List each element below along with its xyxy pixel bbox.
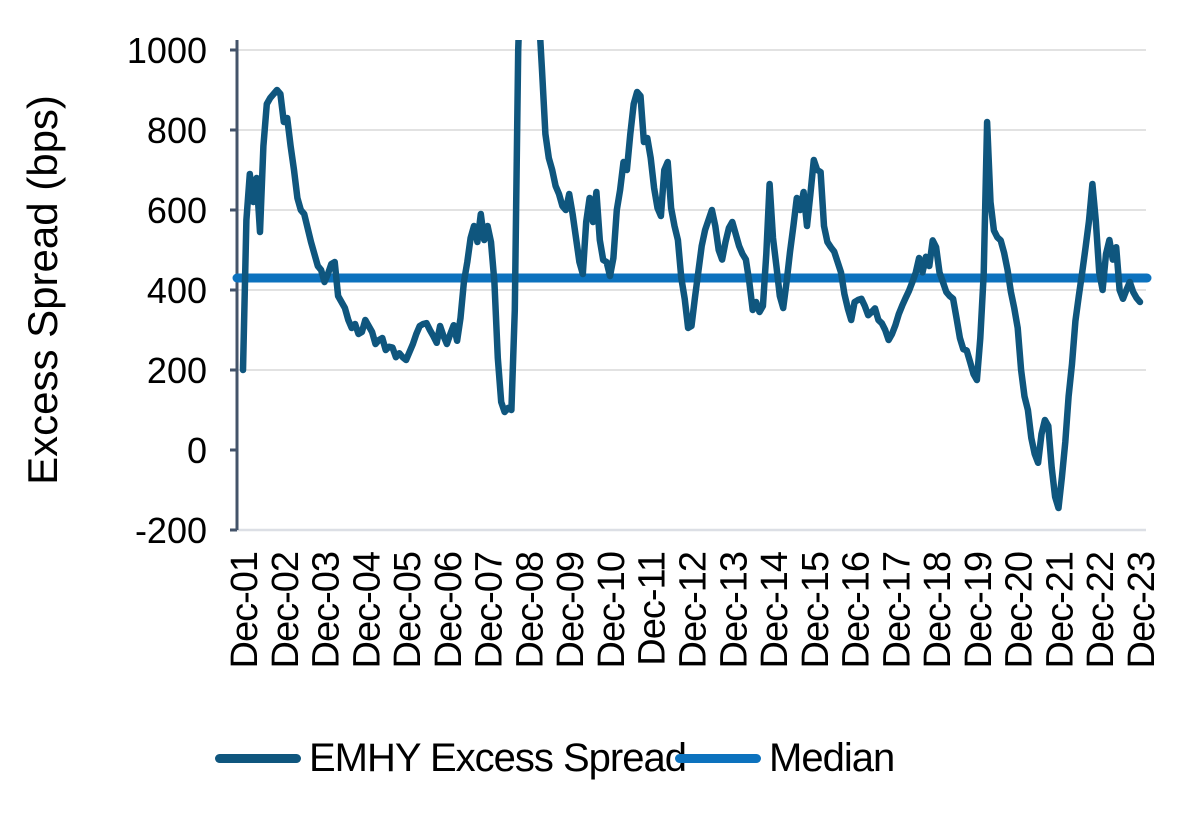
- x-tick-label: Dec-04: [346, 551, 388, 668]
- y-tick-label: 200: [147, 350, 207, 391]
- emhy-line-swatch: [215, 754, 301, 763]
- y-axis-title: Excess Spread (bps): [19, 95, 66, 485]
- x-tick-label: Dec-06: [428, 552, 470, 669]
- x-tick-label: Dec-03: [306, 552, 348, 669]
- legend-item-emhy: EMHY Excess Spread: [215, 736, 687, 781]
- y-tick-label: -200: [135, 510, 207, 551]
- x-tick-label: Dec-01: [224, 552, 266, 669]
- emhy-series-line: [239, 40, 1144, 512]
- y-tick-label: 0: [187, 430, 207, 471]
- legend-label-emhy: EMHY Excess Spread: [309, 736, 687, 780]
- x-tick-label: Dec-12: [673, 552, 715, 669]
- x-tick-label: Dec-14: [754, 551, 796, 668]
- x-tick-label: Dec-11: [632, 552, 674, 666]
- y-tick-label: 1000: [127, 30, 207, 71]
- x-tick-label: Dec-08: [509, 552, 551, 669]
- x-tick-label: Dec-16: [836, 552, 878, 669]
- x-tick-label: Dec-22: [1080, 552, 1122, 669]
- y-tick-label: 600: [147, 190, 207, 231]
- x-tick-label: Dec-13: [713, 552, 755, 669]
- x-tick-label: Dec-19: [958, 552, 1000, 669]
- x-tick-label: Dec-05: [387, 552, 429, 669]
- x-tick-label: Dec-10: [591, 552, 633, 669]
- x-tick-label: Dec-18: [917, 552, 959, 669]
- x-tick-label: Dec-17: [876, 552, 918, 669]
- x-tick-label: Dec-02: [265, 552, 307, 669]
- legend-label-median: Median: [769, 736, 895, 780]
- chart-legend: EMHY Excess Spread Median: [0, 736, 1186, 786]
- legend-item-median: Median: [675, 736, 895, 781]
- x-tick-label: Dec-20: [999, 552, 1041, 669]
- x-tick-label: Dec-21: [1040, 552, 1082, 669]
- x-tick-label: Dec-07: [469, 552, 511, 669]
- y-tick-label: 800: [147, 110, 207, 151]
- median-line-swatch: [675, 754, 761, 763]
- y-tick-label: 400: [147, 270, 207, 311]
- x-tick-label: Dec-09: [550, 552, 592, 669]
- x-tick-label: Dec-15: [795, 552, 837, 669]
- x-tick-label: Dec-23: [1121, 552, 1163, 669]
